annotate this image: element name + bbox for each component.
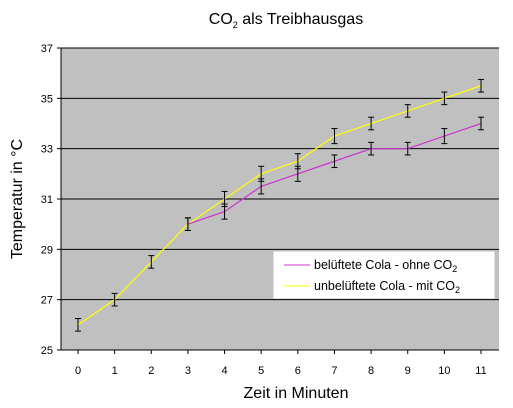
error-bar-s1-x7 bbox=[331, 128, 338, 145]
y-tick-label-35: 35 bbox=[41, 93, 53, 105]
error-bar-s1-x0 bbox=[75, 318, 81, 332]
legend-label-belueftet: belüftete Cola - ohne CO2 bbox=[314, 258, 457, 274]
y-tick-label-31: 31 bbox=[41, 194, 53, 206]
chart-title-rest: als Treibhausgas bbox=[238, 11, 363, 28]
x-tick-label-2: 2 bbox=[148, 365, 154, 377]
x-tick-label-3: 3 bbox=[185, 365, 191, 377]
error-bar-s1-x8 bbox=[368, 116, 375, 131]
error-bar-s0-x11 bbox=[478, 116, 484, 131]
y-ticks: 25 27 29 31 33 35 37 bbox=[41, 43, 61, 357]
chart-title: CO2 als Treibhausgas bbox=[209, 11, 363, 30]
legend: belüftete Cola - ohne CO2 unbelüftete Co… bbox=[273, 251, 495, 299]
x-tick-label-7: 7 bbox=[331, 365, 337, 377]
legend-label-belueftet-main: belüftete Cola - ohne CO bbox=[314, 258, 453, 272]
y-tick-label-29: 29 bbox=[41, 244, 53, 256]
x-tick-label-4: 4 bbox=[221, 365, 227, 377]
y-tick-label-25: 25 bbox=[41, 345, 53, 357]
x-tick-label-9: 9 bbox=[405, 365, 411, 377]
x-tick-label-0: 0 bbox=[75, 365, 81, 377]
x-tick-label-10: 10 bbox=[438, 365, 450, 377]
error-bar-s1-x5 bbox=[258, 165, 265, 182]
y-tick-label-37: 37 bbox=[41, 43, 53, 55]
y-tick-label-33: 33 bbox=[41, 144, 53, 156]
chart-title-main: CO bbox=[209, 11, 233, 28]
error-bar-s1-x6 bbox=[294, 153, 301, 170]
y-axis-title: Temperatur in °C bbox=[9, 139, 26, 259]
error-bars bbox=[75, 78, 484, 332]
error-bar-s1-x10 bbox=[441, 91, 448, 106]
chart-title-subscript: 2 bbox=[233, 20, 238, 30]
x-tick-label-11: 11 bbox=[475, 365, 486, 377]
error-bar-s0-x7 bbox=[331, 154, 338, 169]
error-bar-s0-x10 bbox=[441, 128, 448, 145]
x-tick-label-5: 5 bbox=[258, 365, 264, 377]
x-tick-label-6: 6 bbox=[295, 365, 301, 377]
series-line-1 bbox=[77, 85, 482, 326]
legend-label-unbelueftet: unbelüftete Cola - mit CO2 bbox=[314, 279, 460, 295]
x-ticks: 0 1 2 3 4 5 6 7 8 9 10 11 bbox=[75, 350, 487, 377]
error-bar-s1-x11 bbox=[478, 78, 484, 93]
error-bar-s1-x9 bbox=[404, 104, 411, 118]
grid-lines bbox=[61, 47, 499, 301]
legend-label-belueftet-sub: 2 bbox=[452, 264, 457, 274]
error-bar-s1-x2 bbox=[148, 255, 155, 269]
y-tick-label-27: 27 bbox=[41, 295, 53, 307]
error-bar-s1-x3 bbox=[184, 217, 191, 231]
error-bar-s1-x1 bbox=[111, 292, 118, 307]
legend-box bbox=[273, 251, 495, 299]
legend-label-unbelueftet-sub: 2 bbox=[455, 285, 460, 295]
error-bar-s0-x9 bbox=[404, 141, 411, 156]
error-bar-s0-x8 bbox=[368, 141, 375, 156]
x-tick-label-1: 1 bbox=[112, 365, 118, 377]
error-bar-s1-x4 bbox=[221, 190, 228, 208]
legend-label-unbelueftet-main: unbelüftete Cola - mit CO bbox=[314, 279, 455, 293]
x-tick-label-8: 8 bbox=[368, 365, 374, 377]
x-axis-title: Zeit in Minuten bbox=[244, 385, 349, 402]
